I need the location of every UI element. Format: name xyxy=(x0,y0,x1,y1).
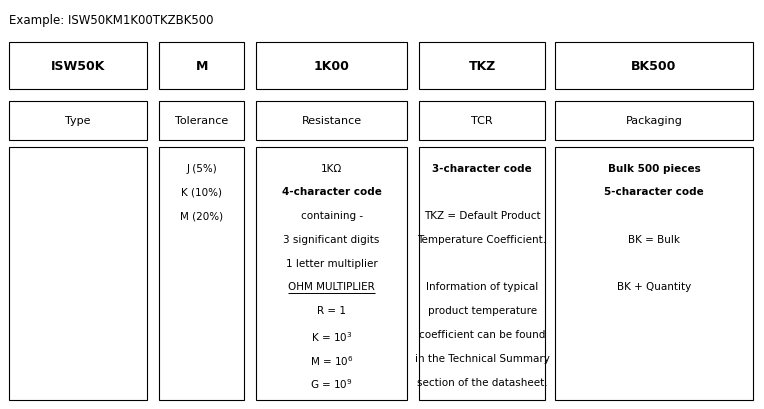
Text: TKZ = Default Product: TKZ = Default Product xyxy=(424,211,540,220)
Bar xyxy=(419,101,545,140)
Text: in the Technical Summary: in the Technical Summary xyxy=(415,353,549,363)
Bar xyxy=(555,148,753,400)
Text: Temperature Coefficient.: Temperature Coefficient. xyxy=(417,234,547,244)
Text: Packaging: Packaging xyxy=(626,116,682,126)
Text: 5-character code: 5-character code xyxy=(604,187,704,197)
Bar xyxy=(159,43,244,90)
Text: ISW50K: ISW50K xyxy=(50,60,105,73)
Text: 1 letter multiplier: 1 letter multiplier xyxy=(286,258,377,268)
Text: M (20%): M (20%) xyxy=(180,211,223,220)
Text: section of the datasheet.: section of the datasheet. xyxy=(417,377,547,387)
Text: J (5%): J (5%) xyxy=(186,163,217,173)
Text: TKZ: TKZ xyxy=(468,60,496,73)
Text: 1K00: 1K00 xyxy=(314,60,349,73)
Text: BK + Quantity: BK + Quantity xyxy=(617,282,691,292)
Bar xyxy=(9,148,147,400)
Text: K (10%): K (10%) xyxy=(181,187,222,197)
Text: M: M xyxy=(196,60,208,73)
Bar xyxy=(9,101,147,140)
Text: M = 10$^6$: M = 10$^6$ xyxy=(309,353,354,367)
Bar xyxy=(555,43,753,90)
Text: BK500: BK500 xyxy=(631,60,677,73)
Bar xyxy=(256,101,407,140)
Bar xyxy=(419,148,545,400)
Text: Bulk 500 pieces: Bulk 500 pieces xyxy=(607,163,701,173)
Bar xyxy=(159,148,244,400)
Text: G = 10$^9$: G = 10$^9$ xyxy=(310,377,353,391)
Text: R = 1: R = 1 xyxy=(317,306,346,315)
Bar xyxy=(9,43,147,90)
Text: Tolerance: Tolerance xyxy=(175,116,228,126)
Text: containing -: containing - xyxy=(300,211,363,220)
Text: 4-character code: 4-character code xyxy=(282,187,381,197)
Bar xyxy=(256,148,407,400)
Text: coefficient can be found: coefficient can be found xyxy=(419,329,545,339)
Bar xyxy=(419,43,545,90)
Text: 1KΩ: 1KΩ xyxy=(321,163,342,173)
Text: 3-character code: 3-character code xyxy=(432,163,532,173)
Text: TCR: TCR xyxy=(471,116,493,126)
Text: Type: Type xyxy=(65,116,91,126)
Text: Information of typical: Information of typical xyxy=(426,282,538,292)
Text: Resistance: Resistance xyxy=(302,116,361,126)
Text: K = 10$^3$: K = 10$^3$ xyxy=(311,329,352,343)
Bar xyxy=(256,43,407,90)
Text: 3 significant digits: 3 significant digits xyxy=(283,234,380,244)
Text: product temperature: product temperature xyxy=(428,306,536,315)
Text: BK = Bulk: BK = Bulk xyxy=(628,234,680,244)
Text: OHM MULTIPLIER: OHM MULTIPLIER xyxy=(288,282,375,292)
Text: Example: ISW50KM1K00TKZBK500: Example: ISW50KM1K00TKZBK500 xyxy=(9,14,214,27)
Bar xyxy=(555,101,753,140)
Bar xyxy=(159,101,244,140)
